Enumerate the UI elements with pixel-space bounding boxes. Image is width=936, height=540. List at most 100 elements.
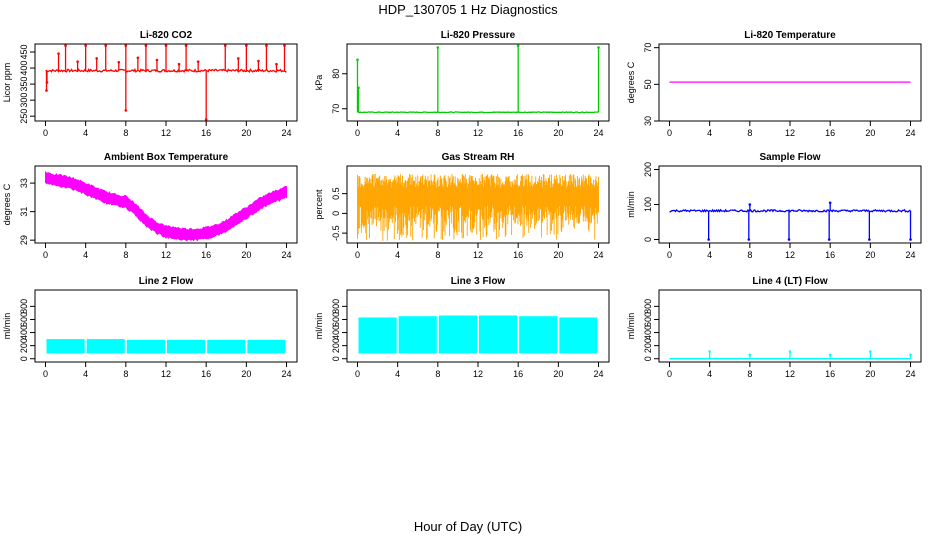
spike-point [144,44,148,47]
spike-point [707,238,710,241]
flow-block [559,317,598,354]
y-tick-label: 33 [19,178,29,188]
spike-point [124,109,128,112]
spike-point [357,86,360,90]
y-tick-label: 300 [19,93,29,108]
spike-point [64,44,67,47]
y-tick-label: 400 [331,325,341,340]
spike-point [45,81,49,84]
y-tick-label: 600 [331,312,341,327]
y-tick-label: 400 [19,61,29,76]
series [357,173,599,241]
spike-point [597,46,600,49]
spike-point [177,62,181,66]
y-tick-label: 29 [19,235,29,245]
x-tick-label: 0 [43,369,48,379]
spike-point [196,60,200,63]
series [669,201,912,241]
flow-block [479,315,518,354]
x-tick-label: 16 [513,250,523,260]
spike-point [184,44,188,47]
x-tick-label: 0 [355,128,360,138]
y-axis-label: ml/min [314,313,324,340]
x-tick-label: 4 [707,250,712,260]
series [46,339,286,354]
series-line [669,208,911,213]
panel-title: Li-820 Pressure [441,30,516,41]
plot-frame [658,165,922,244]
x-tick-label: 20 [553,250,563,260]
x-tick-label: 8 [747,250,752,260]
y-tick-label: 400 [643,325,653,340]
x-tick-label: 12 [161,250,171,260]
x-tick-label: 0 [667,250,672,260]
panel-title: Li-820 CO2 [140,30,193,41]
x-tick-label: 16 [201,128,211,138]
panel-title: Line 3 Flow [451,276,506,287]
y-axis-label: degrees C [626,61,636,103]
y-tick-label: 50 [643,79,653,89]
x-tick-label: 12 [161,369,171,379]
x-tick-label: 8 [123,250,128,260]
panel-title: Ambient Box Temperature [104,152,229,163]
y-tick-label: 31 [19,207,29,217]
x-tick-label: 16 [825,128,835,138]
y-tick-label: 600 [19,312,29,327]
panel-title: Sample Flow [759,152,820,163]
panel-title: Line 4 (LT) Flow [752,276,828,287]
x-tick-label: 16 [513,369,523,379]
x-tick-label: 12 [473,369,483,379]
spike-point [516,44,520,48]
x-tick-label: 4 [707,369,712,379]
series [356,44,600,114]
series-line [357,111,599,114]
x-tick-label: 20 [241,369,251,379]
x-tick-label: 0 [667,128,672,138]
x-tick-label: 0 [667,369,672,379]
y-tick-label: 400 [19,325,29,340]
flow-block [398,316,437,354]
y-axis-label: ml/min [2,313,12,340]
flow-block [247,339,286,354]
spike-point [76,60,79,63]
spike-point [748,353,752,357]
y-tick-label: 200 [19,338,29,353]
series-band [45,170,287,242]
y-tick-label: 0 [643,356,653,361]
spike-point [748,203,752,206]
panel-2: Li-820 Temperature 0 4 8 12 16 20 24 30 50 70 degre… [626,30,922,138]
spike-point [45,89,48,92]
y-tick-label: 0 [331,356,341,361]
y-tick-label: 200 [643,162,653,177]
series [45,44,287,121]
x-tick-label: 0 [43,128,48,138]
x-tick-label: 4 [707,128,712,138]
x-tick-label: 4 [395,128,400,138]
y-tick-label: 100 [643,197,653,212]
y-tick-label: 30 [643,116,653,126]
spike-point [204,118,208,121]
x-tick-label: 4 [83,128,88,138]
x-tick-label: 24 [906,250,916,260]
spike-point [95,57,99,60]
x-tick-label: 4 [83,250,88,260]
plot-frame [346,43,610,122]
flow-block [46,339,85,354]
x-tick-label: 20 [241,128,251,138]
panel-title: Li-820 Temperature [744,30,836,41]
spike-point [164,44,168,47]
y-tick-label: 250 [19,109,29,124]
x-tick-label: 8 [747,128,752,138]
x-tick-label: 16 [201,369,211,379]
spike-point [223,44,227,47]
panel-1: Li-820 Pressure 0 4 8 12 16 20 24 70 80 kPa [314,30,610,138]
spike-point [104,44,108,47]
x-tick-label: 0 [43,250,48,260]
flow-block [207,339,246,354]
panel-4: Gas Stream RH 0 4 8 12 16 20 24 -0.5 0 0.5 percent [314,152,610,260]
x-tick-label: 8 [747,369,752,379]
panel-3: Ambient Box Temperature 0 4 8 12 16 20 24 29 31 33… [2,152,298,260]
x-tick-label: 20 [865,250,875,260]
